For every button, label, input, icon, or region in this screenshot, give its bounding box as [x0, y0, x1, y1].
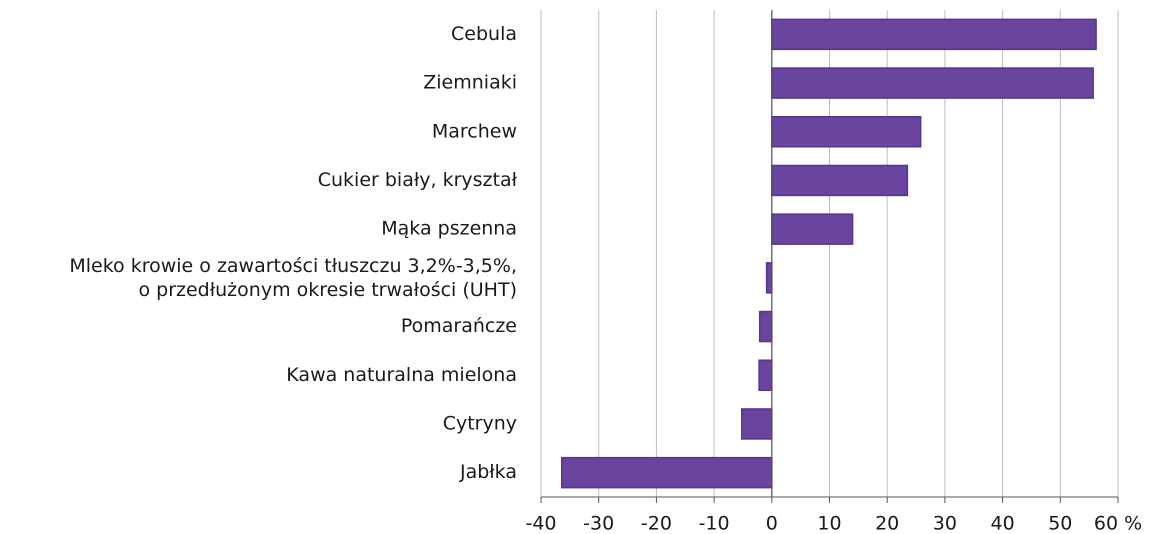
x-tick-label: 0 [766, 513, 778, 534]
bar [741, 408, 773, 440]
bar [771, 213, 854, 245]
y-tick-label: Marchew [432, 120, 517, 142]
x-tick-label: 10 [817, 513, 841, 534]
y-tick-label: Cukier biały, kryształ [318, 169, 518, 191]
x-tick-label: -20 [641, 513, 672, 534]
y-tick-label: Pomarańcze [401, 315, 517, 337]
bar [771, 116, 922, 148]
x-tick-label: 30 [933, 513, 957, 534]
x-tick-label: -40 [525, 513, 556, 534]
label-line: Mleko krowie o zawartości tłuszczu 3,2%-… [69, 254, 517, 276]
x-tick-label: 50 [1048, 513, 1072, 534]
bar [771, 18, 1097, 51]
y-tick-label: Cytryny [443, 412, 517, 434]
y-tick-label: Jabłka [459, 461, 517, 483]
y-tick-label: Cebula [451, 23, 517, 45]
label-line: o przedłużonym okresie trwałości (UHT) [138, 278, 517, 300]
bar [771, 164, 909, 197]
x-tick-label: -10 [699, 513, 730, 534]
bar [758, 359, 773, 391]
x-tick-label: 60 % [1094, 513, 1142, 534]
x-tick-label: -30 [583, 513, 614, 534]
y-tick-label: Mleko krowie o zawartości tłuszczu 3,2%-… [69, 254, 517, 300]
bar [765, 262, 773, 294]
bar [771, 67, 1094, 99]
bar [561, 456, 773, 489]
x-tick-label: 20 [875, 513, 899, 534]
bar [758, 310, 773, 343]
y-tick-label: Ziemniaki [423, 72, 517, 94]
x-tick-label: 40 [991, 513, 1015, 534]
y-tick-label: Mąka pszenna [381, 218, 517, 240]
y-tick-label: Kawa naturalna mielona [286, 364, 517, 386]
